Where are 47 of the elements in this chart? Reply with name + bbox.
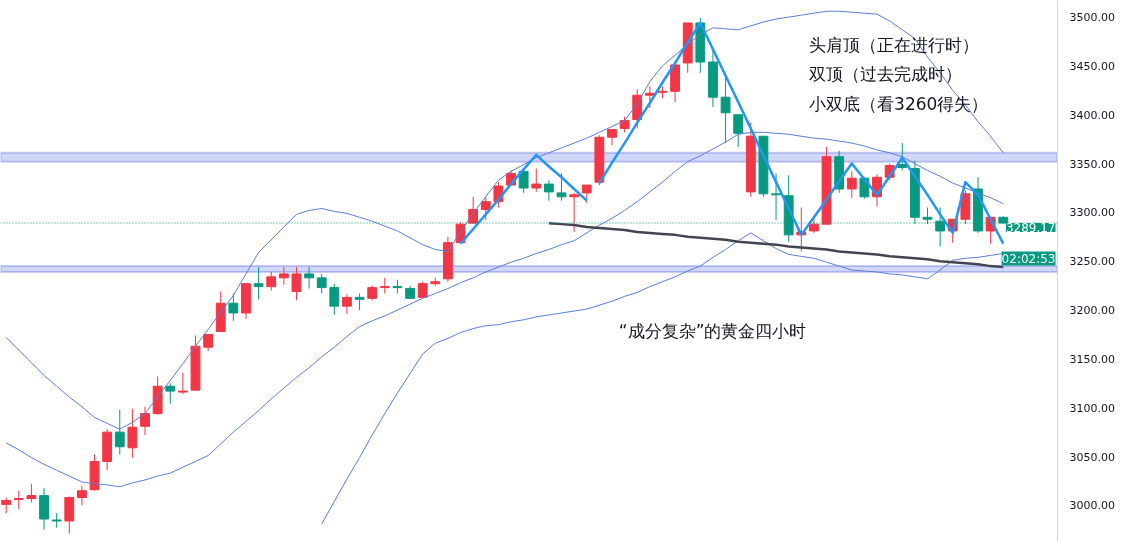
candlestick — [140, 406, 150, 436]
y-tick-label: 3350.00 — [1069, 157, 1115, 171]
candlestick — [720, 76, 731, 144]
candlestick — [266, 271, 277, 292]
candlestick — [480, 196, 491, 221]
y-tick-label: 3150.00 — [1069, 352, 1115, 366]
candlestick — [39, 487, 49, 531]
y-tick-label: 3400.00 — [1069, 108, 1115, 122]
y-tick-label: 3300.00 — [1069, 206, 1115, 220]
annotation: “成分复杂”的黄金四小时 — [618, 321, 807, 342]
candlestick — [569, 192, 580, 233]
candlestick — [228, 292, 239, 322]
y-tick-label: 3450.00 — [1069, 59, 1115, 73]
candlestick — [556, 172, 567, 202]
y-tick-label: 3200.00 — [1069, 304, 1115, 318]
annotation: 02:02:53 — [1001, 251, 1056, 266]
annotation: 小双底（看3260得失） — [809, 94, 989, 115]
candlestick — [733, 114, 744, 148]
candlestick — [304, 266, 314, 290]
ref-line-label: 3289.17 — [1005, 220, 1056, 235]
candlestick — [127, 408, 138, 459]
annotation: 双顶（过去完成时） — [809, 64, 963, 85]
candlestick — [291, 266, 302, 301]
candlestick — [316, 273, 327, 294]
candlestick — [26, 483, 37, 503]
candlestick — [165, 382, 176, 405]
candlestick — [177, 372, 188, 395]
y-tick-label: 3500.00 — [1069, 11, 1115, 25]
candlestick — [644, 85, 655, 109]
candlestick — [13, 490, 24, 510]
candlestick — [76, 485, 87, 506]
y-tick-label: 3000.00 — [1069, 499, 1115, 513]
candlestick — [543, 179, 554, 202]
y-tick-label: 3250.00 — [1069, 255, 1115, 269]
annotation: 头肩顶（正在进行时） — [809, 34, 980, 55]
candlestick — [846, 170, 857, 199]
candlestick — [771, 172, 781, 221]
candlestick — [64, 496, 75, 535]
line-series — [321, 232, 1004, 525]
candlestick — [342, 293, 352, 315]
y-tick-label: 3100.00 — [1069, 401, 1115, 415]
candlestick — [253, 266, 264, 300]
candlestick — [114, 409, 125, 456]
line-series — [459, 153, 588, 245]
candlestick — [329, 283, 340, 316]
y-tick-label: 3050.00 — [1069, 450, 1115, 464]
candlestick — [531, 167, 542, 193]
